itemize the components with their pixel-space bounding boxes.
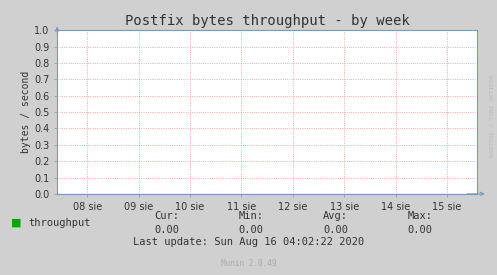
Text: Max:: Max: — [408, 211, 432, 221]
Text: Min:: Min: — [239, 211, 263, 221]
Text: Munin 2.0.49: Munin 2.0.49 — [221, 260, 276, 268]
Text: throughput: throughput — [29, 218, 91, 228]
Text: 0.00: 0.00 — [154, 225, 179, 235]
Text: 0.00: 0.00 — [239, 225, 263, 235]
Text: ■: ■ — [11, 218, 21, 228]
Text: Last update: Sun Aug 16 04:02:22 2020: Last update: Sun Aug 16 04:02:22 2020 — [133, 237, 364, 247]
Text: 0.00: 0.00 — [408, 225, 432, 235]
Text: Cur:: Cur: — [154, 211, 179, 221]
Title: Postfix bytes throughput - by week: Postfix bytes throughput - by week — [125, 14, 410, 28]
Text: 0.00: 0.00 — [323, 225, 348, 235]
Text: RRDTOOL / TOBI OETIKER: RRDTOOL / TOBI OETIKER — [490, 74, 495, 157]
Text: Avg:: Avg: — [323, 211, 348, 221]
Y-axis label: bytes / second: bytes / second — [21, 71, 31, 153]
